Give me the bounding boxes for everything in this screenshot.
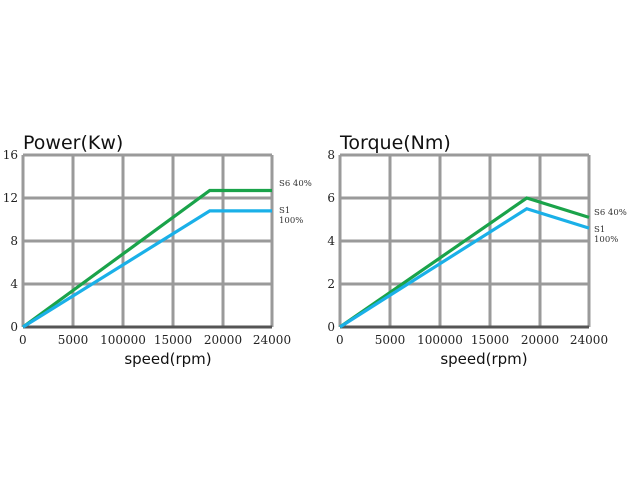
torque-legend-s6: S6 40% — [594, 208, 627, 218]
power-y-tick-label: 4 — [10, 277, 18, 291]
power-chart: Power(Kw) speed(rpm) — [23, 132, 212, 368]
torque-x-tick-label: 24000 — [570, 333, 608, 347]
power-chart-xlabel: speed(rpm) — [124, 350, 211, 368]
power-y-tick-label: 0 — [10, 320, 18, 334]
power-x-tick-label: 24000 — [253, 333, 291, 347]
power-legend-s1-duty: 100% — [279, 216, 303, 226]
torque-x-tick-label: 100000 — [417, 333, 463, 347]
power-series-s1-line — [22, 209, 272, 329]
torque-legend-s1-duty: 100% — [594, 235, 618, 245]
torque-chart: Torque(Nm) speed(rpm) — [339, 132, 528, 368]
torque-y-tick-label: 4 — [327, 234, 335, 248]
torque-y-tick-label: 0 — [327, 320, 335, 334]
power-x-tick-label: 15000 — [154, 333, 192, 347]
torque-y-tick-label: 6 — [327, 191, 335, 205]
torque-x-tick-label: 20000 — [521, 333, 559, 347]
power-chart-title: Power(Kw) — [23, 132, 123, 154]
torque-x-tick-label: 15000 — [471, 333, 509, 347]
power-y-tick-label: 8 — [10, 234, 18, 248]
power-legend-s1: S1 — [279, 206, 290, 216]
power-plot: 0 4 8 12 16 0 5000 100000 15000 20000 24000 S6 40% S… — [3, 148, 312, 347]
power-x-tick-label: 0 — [19, 333, 27, 347]
torque-legend-s1: S1 — [594, 225, 605, 235]
torque-chart-xlabel: speed(rpm) — [440, 350, 527, 368]
torque-series-s6-line — [339, 196, 590, 329]
power-y-tick-label: 12 — [3, 191, 18, 205]
torque-y-tick-label: 8 — [327, 148, 335, 162]
torque-series-s1-line — [339, 207, 590, 329]
torque-chart-title: Torque(Nm) — [339, 132, 451, 154]
torque-y-tick-label: 2 — [327, 277, 335, 291]
power-series-s6-line — [22, 188, 272, 329]
power-x-tick-label: 100000 — [100, 333, 146, 347]
power-legend-s6: S6 40% — [279, 179, 312, 189]
torque-plot: 0 2 4 6 8 0 5000 100000 15000 20000 24000 S6 40% S11… — [327, 148, 626, 347]
power-y-tick-label: 16 — [3, 148, 18, 162]
power-x-tick-label: 20000 — [204, 333, 242, 347]
power-x-tick-label: 5000 — [58, 333, 89, 347]
torque-x-tick-label: 0 — [336, 333, 344, 347]
torque-x-tick-label: 5000 — [375, 333, 406, 347]
